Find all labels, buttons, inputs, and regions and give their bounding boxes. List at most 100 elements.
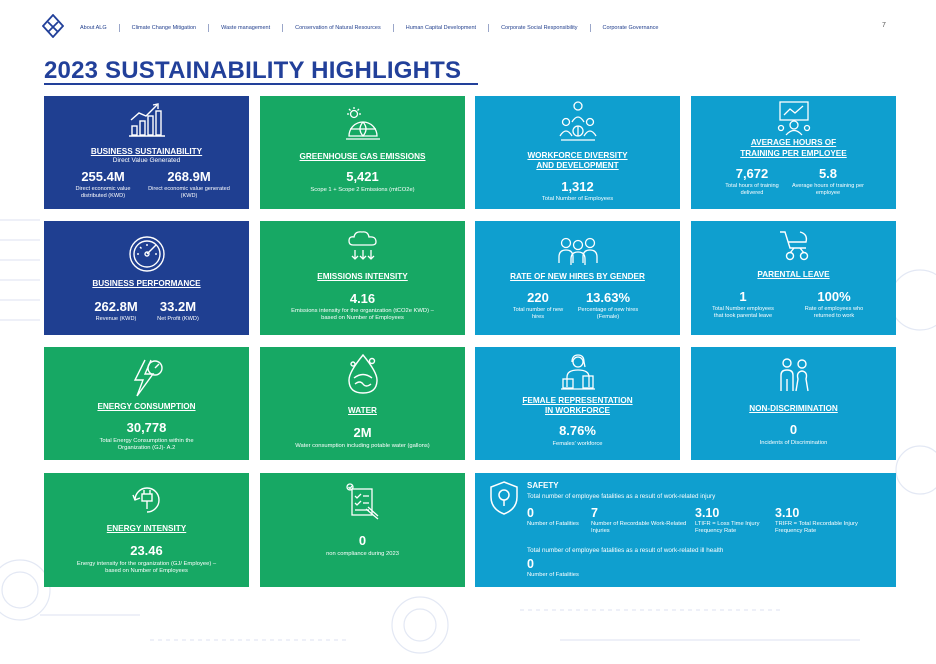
card-title: BUSINESS SUSTAINABILITY — [90, 147, 203, 156]
card-subtitle: Direct Value Generated — [112, 157, 181, 164]
stat-value: 268.9M — [167, 169, 211, 184]
card-title: NON-DISCRIMINATION — [749, 404, 838, 413]
stat-label: Total Energy Consumption within the Orga… — [99, 438, 194, 451]
top-navigation-bar: About ALG Climate Change Mitigation Wast… — [0, 0, 936, 50]
stat-value: 7 — [591, 506, 598, 520]
card-energy-intensity: ENERGY INTENSITY 23.46 Energy intensity … — [44, 473, 249, 587]
stat-label: Scope 1 + Scope 2 Emissions (mtCO2e) — [310, 187, 415, 193]
card-water: WATER 2M Water consumption including pot… — [260, 347, 465, 460]
water-drop-icon — [347, 353, 378, 394]
stat-ltifr: 3.10 LTIFR = Loss Time Injury Frequency … — [695, 506, 779, 535]
card-new-hires: RATE OF NEW HIRES BY GENDER 220 Total nu… — [475, 221, 680, 335]
stat-label: Water consumption including potable wate… — [295, 443, 430, 449]
card-title-line1: WORKFORCE DIVERSITY — [527, 151, 628, 160]
group-of-people-icon — [557, 237, 598, 265]
lightning-gauge-icon — [133, 359, 163, 397]
stat-label: Energy intensity for the organization (G… — [76, 561, 217, 574]
nav-item-csr[interactable]: Corporate Social Responsibility — [501, 25, 578, 31]
stat-revenue: 262.8M Revenue (KWD) — [84, 299, 148, 323]
card-title: WATER — [348, 406, 377, 415]
stat-value: 0 — [527, 557, 534, 571]
card-title-line1: AVERAGE HOURS OF — [750, 138, 837, 147]
nav-divider — [589, 24, 591, 32]
card-non-discrimination: NON-DISCRIMINATION 0 Incidents of Discri… — [691, 347, 896, 460]
card-emissions-intensity: EMISSIONS INTENSITY 4.16 Emissions inten… — [260, 221, 465, 335]
people-equality-icon — [779, 358, 809, 392]
nav-item-human-capital[interactable]: Human Capital Development — [405, 25, 477, 31]
card-title-line1: FEMALE REPRESENTATION — [522, 396, 633, 405]
stat-label: Average hours of training per employee — [791, 183, 865, 196]
card-female-representation: FEMALE REPRESENTATION IN WORKFORCE 8.76%… — [475, 347, 680, 460]
stat-label: Direct economic value generated (KWD) — [148, 186, 230, 199]
stroller-icon — [779, 231, 808, 261]
safety-title: SAFETY — [527, 481, 559, 490]
stat-value: 5.8 — [818, 166, 838, 181]
stat-value: 262.8M — [94, 299, 138, 314]
stat-label: Rate of employees who returned to work — [804, 306, 864, 319]
nav-item-climate-change[interactable]: Climate Change Mitigation — [131, 25, 197, 31]
stat-value: 33.2M — [159, 299, 197, 314]
stat-value: 3.10 — [775, 506, 800, 520]
card-title: PARENTAL LEAVE — [757, 270, 830, 279]
stat-value: 3.10 — [695, 506, 720, 520]
stat-direct-value-generated: 268.9M Direct economic value generated (… — [148, 169, 230, 199]
globe-sun-icon — [345, 107, 380, 140]
stat-value: 220 — [527, 290, 549, 305]
stat-value: 255.4M — [81, 169, 125, 184]
nav-divider — [392, 24, 394, 32]
stat-label: Revenue (KWD) — [95, 316, 137, 322]
nav-item-governance[interactable]: Corporate Governance — [602, 25, 659, 31]
shield-icon — [490, 481, 518, 515]
stat-label: Females' workforce — [552, 441, 603, 447]
stat-value: 1,312 — [561, 179, 594, 194]
stat-label: Total Number employees that took parenta… — [712, 306, 774, 319]
stat-value: 0 — [789, 422, 798, 437]
stat-value: 100% — [817, 289, 851, 304]
stat-label: Net Profit (KWD) — [157, 316, 199, 322]
nav-item-waste-management[interactable]: Waste management — [221, 25, 271, 31]
card-title-line2: IN WORKFORCE — [544, 406, 611, 415]
card-average-training: AVERAGE HOURS OF TRAINING PER EMPLOYEE 7… — [691, 96, 896, 209]
stat-value: 8.76% — [559, 423, 596, 438]
stat-value: 23.46 — [130, 543, 163, 558]
speedometer-icon — [128, 236, 165, 272]
page-number: 7 — [882, 22, 886, 29]
plug-cycle-icon — [131, 487, 160, 513]
nav-divider — [282, 24, 284, 32]
card-safety: SAFETY Total number of employee fataliti… — [475, 473, 896, 587]
stat-parental-leave-taken: 1 Total Number employees that took paren… — [711, 289, 775, 319]
card-title: RATE OF NEW HIRES BY GENDER — [510, 272, 645, 281]
nav-item-about-alg[interactable]: About ALG — [80, 25, 107, 31]
stat-label: Total Number of Employees — [541, 196, 614, 202]
card-title: ENERGY INTENSITY — [106, 524, 187, 533]
stat-value: 2M — [353, 425, 372, 440]
card-greenhouse-gas: GREENHOUSE GAS EMISSIONS 5,421 Scope 1 +… — [260, 96, 465, 209]
stat-direct-value-distributed: 255.4M Direct economic value distributed… — [64, 169, 142, 199]
card-title-line2: TRAINING PER EMPLOYEE — [740, 149, 847, 158]
card-business-performance: BUSINESS PERFORMANCE 262.8M Revenue (KWD… — [44, 221, 249, 335]
stat-label: Number of Fatalities — [527, 521, 579, 527]
card-title: EMISSIONS INTENSITY — [317, 272, 408, 281]
stat-female-new-hires: 13.63% Percentage of new hires (Female) — [573, 290, 643, 320]
safety-ill-health-line: Total number of employee fatalities as a… — [527, 547, 724, 554]
diverse-people-icon — [558, 101, 597, 141]
stat-label: TRIFR = Total Recordable Injury Frequenc… — [775, 521, 858, 534]
stat-total-new-hires: 220 Total number of new hires — [511, 290, 565, 320]
growth-chart-icon — [128, 103, 165, 137]
card-title-line2: AND DEVELOPMENT — [536, 161, 619, 170]
alg-logo-icon[interactable] — [42, 14, 64, 38]
nav-item-conservation[interactable]: Conservation of Natural Resources — [295, 25, 381, 31]
card-energy-consumption: ENERGY CONSUMPTION 30,778 Total Energy C… — [44, 347, 249, 460]
stat-label: LTIFR = Loss Time Injury Frequency Rate — [695, 521, 760, 534]
stat-label: Number of Fatalities — [527, 572, 579, 578]
stat-label: Incidents of Discrimination — [759, 440, 828, 446]
stat-label: Emissions intensity for the organization… — [291, 308, 434, 321]
nav-divider — [118, 24, 120, 32]
stat-recordable-injuries: 7 Number of Recordable Work-Related Inju… — [591, 506, 687, 535]
nav-divider — [208, 24, 210, 32]
stat-net-profit: 33.2M Net Profit (KWD) — [148, 299, 208, 323]
stat-value: 4.16 — [349, 291, 376, 306]
stat-value: 13.63% — [585, 290, 631, 305]
stat-value: 7,672 — [735, 166, 769, 181]
stat-ill-health-fatalities: 0 Number of Fatalities — [527, 557, 607, 579]
